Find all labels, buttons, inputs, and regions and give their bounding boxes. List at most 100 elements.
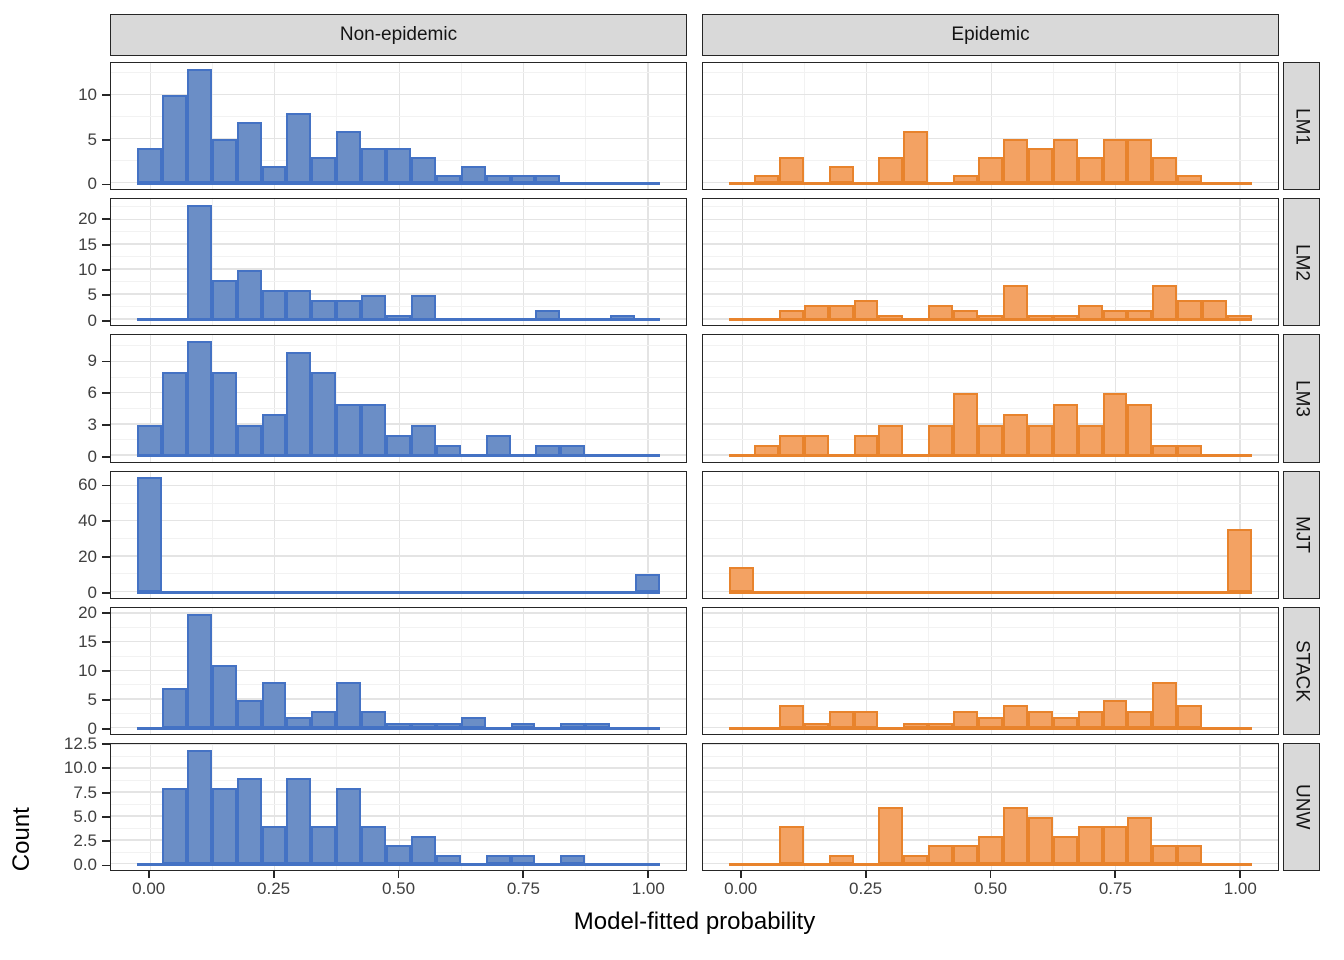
y-tick-label: 5.0 (73, 806, 97, 826)
y-minor-gridline (703, 376, 1278, 378)
y-tick-label: 0 (87, 310, 97, 330)
y-major-gridline (111, 293, 686, 295)
y-minor-gridline (111, 206, 686, 208)
x-minor-gridline (585, 471, 587, 598)
histogram-bar (236, 778, 262, 865)
histogram-bar (729, 567, 755, 593)
y-minor-gridline (703, 407, 1278, 409)
y-major-gridline (703, 744, 1278, 745)
histogram-bar (286, 351, 312, 456)
histogram-bar (634, 574, 660, 593)
histogram-bar (186, 613, 212, 729)
y-major-gridline (703, 520, 1278, 522)
histogram-bar (261, 165, 287, 184)
y-major-gridline (111, 93, 686, 96)
histogram-bar (853, 711, 879, 729)
y-minor-gridline (703, 712, 1278, 714)
x-minor-gridline (803, 63, 805, 190)
x-major-gridline (1239, 607, 1241, 734)
y-tick-mark (102, 93, 110, 96)
histogram-bar (1202, 299, 1227, 320)
x-major-gridline (398, 607, 400, 734)
y-major-gridline (703, 93, 1278, 96)
x-major-gridline (522, 471, 525, 598)
x-minor-gridline (336, 199, 338, 326)
histogram-bar (361, 711, 387, 729)
y-major-gridline (111, 791, 686, 793)
y-major-gridline (111, 555, 686, 557)
facet-strip-MJT: MJT (1283, 470, 1320, 599)
histogram-bar (1027, 424, 1053, 456)
x-major-gridline (274, 607, 276, 734)
histogram-bar (236, 121, 262, 184)
y-minor-gridline (703, 827, 1278, 829)
y-tick-mark (102, 520, 110, 523)
x-major-gridline (647, 63, 649, 190)
panel-LM2-non_epidemic (110, 198, 687, 327)
x-major-gridline (522, 744, 525, 871)
y-minor-gridline (703, 281, 1278, 283)
x-major-gridline (274, 63, 276, 190)
histogram-bar (778, 435, 804, 456)
y-minor-gridline (111, 256, 686, 258)
y-tick-label: 2.5 (73, 831, 97, 851)
y-tick-mark (102, 556, 110, 559)
x-major-gridline (1239, 199, 1241, 326)
panel-MJT-non_epidemic (110, 470, 687, 599)
facet-strip-label: MJT (1291, 516, 1313, 554)
x-major-gridline (149, 607, 151, 734)
facet-strip-label: LM2 (1291, 243, 1313, 281)
y-minor-gridline (111, 626, 686, 628)
histogram-bar (978, 156, 1003, 184)
histogram-bar (1102, 699, 1128, 729)
x-tick-mark (647, 871, 650, 879)
axis-baseline (137, 590, 660, 594)
histogram-bar (286, 112, 312, 184)
x-major-gridline (990, 607, 992, 734)
x-minor-gridline (585, 63, 587, 190)
x-major-gridline (741, 744, 743, 871)
y-minor-gridline (111, 755, 686, 757)
histogram-bar (1127, 816, 1153, 865)
histogram-bar (236, 269, 262, 320)
axis-baseline (729, 454, 1252, 458)
histogram-bar (311, 826, 337, 865)
y-tick-mark (102, 816, 110, 818)
x-major-gridline (741, 63, 743, 190)
histogram-bar (878, 807, 904, 865)
x-minor-gridline (336, 335, 338, 462)
x-minor-gridline (928, 471, 930, 598)
x-minor-gridline (336, 607, 338, 734)
y-tick-mark (102, 455, 110, 458)
y-major-gridline (111, 391, 686, 394)
x-major-gridline (398, 335, 400, 462)
x-minor-gridline (460, 471, 462, 598)
y-minor-gridline (703, 626, 1278, 628)
x-major-gridline (1114, 199, 1117, 326)
y-tick-mark (102, 319, 110, 322)
facet-strip-label: UNW (1291, 784, 1313, 830)
y-tick-mark (102, 611, 110, 614)
histogram-bar (828, 711, 854, 729)
x-major-gridline (741, 607, 743, 734)
histogram-bar (236, 699, 262, 729)
axis-baseline (137, 454, 660, 458)
y-minor-gridline (111, 538, 686, 540)
x-minor-gridline (336, 63, 338, 190)
y-tick-label: 10 (78, 84, 97, 104)
x-major-gridline (647, 744, 649, 871)
x-minor-gridline (460, 63, 462, 190)
y-tick-mark (102, 243, 110, 246)
x-tick-label: 0.50 (973, 879, 1008, 898)
histogram-bar (460, 165, 486, 184)
y-tick-label: 0 (87, 174, 97, 194)
x-major-gridline (741, 335, 743, 462)
y-major-gridline (703, 815, 1278, 817)
x-major-gridline (274, 199, 276, 326)
y-major-gridline (111, 612, 686, 614)
y-major-gridline (703, 484, 1278, 487)
histogram-bar (1027, 711, 1053, 729)
y-major-gridline (703, 640, 1278, 643)
y-tick-mark (102, 728, 110, 731)
y-major-gridline (111, 767, 686, 769)
